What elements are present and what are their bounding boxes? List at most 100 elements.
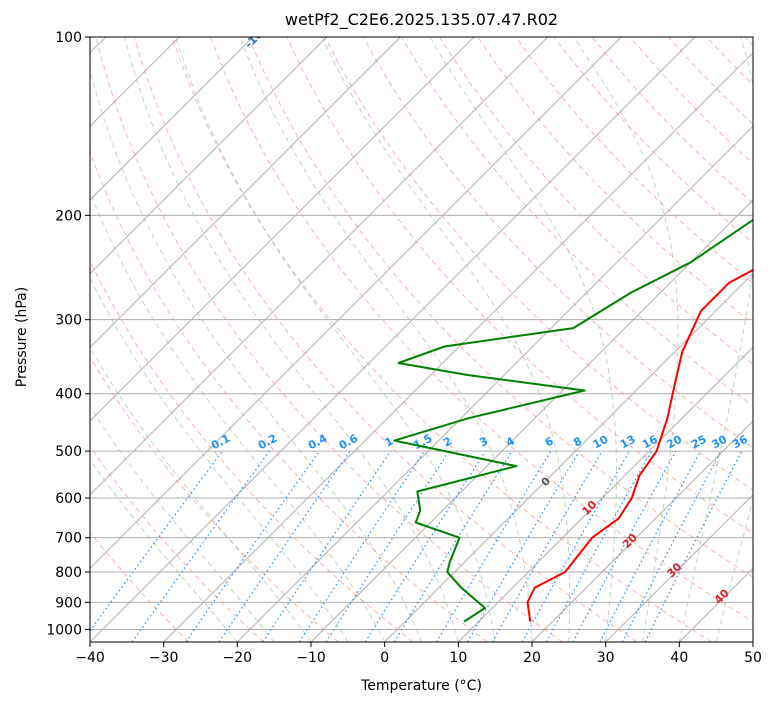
dry-adiabat-line: [591, 37, 753, 204]
mixing-ratio-label: 36: [730, 433, 750, 452]
temperature-profile: [526, 268, 753, 622]
y-tick-label: 100: [55, 30, 82, 46]
y-tick-label: 200: [55, 208, 82, 224]
mixing-ratio-label: 20: [664, 433, 684, 452]
dry-adiabat-line: [248, 37, 753, 578]
dry-adiabat-line: [438, 37, 753, 366]
dry-adiabat-line: [90, 356, 339, 642]
mixing-ratio-line: [466, 450, 580, 642]
line-labels: 0.10.20.40.611.52346810131620253036-100-…: [209, 22, 750, 607]
moist-adiabat-line: [573, 37, 679, 642]
dry-adiabat-line: [90, 531, 190, 642]
y-tick-label: 1000: [46, 622, 82, 638]
dry-adiabat-line: [171, 37, 712, 642]
mixing-ratio-label: 3: [477, 434, 490, 449]
x-tick-label: 10: [449, 650, 467, 666]
x-tick-label: 0: [380, 650, 389, 666]
dry-adiabat-line: [95, 37, 563, 642]
plot-frame: [89, 36, 754, 643]
moist-adiabat-line: [90, 346, 312, 642]
x-axis-label: Temperature (°C): [361, 678, 482, 694]
x-tick-label: 20: [523, 650, 541, 666]
moist-adiabat-line: [90, 277, 349, 642]
isotherm-line: [90, 37, 254, 201]
moist-adiabat-line: [175, 37, 496, 642]
isotherm-line: [752, 641, 753, 642]
x-tick-label: 50: [744, 650, 762, 666]
isotherm-line: [90, 37, 622, 570]
mixing-ratio-label: 25: [689, 433, 709, 452]
mixing-ratio-label: 16: [640, 433, 660, 452]
y-tick-label: 500: [55, 444, 82, 460]
moist-adiabat-line: [90, 190, 386, 642]
mixing-ratio-line: [364, 450, 486, 642]
isotherm-label: 30: [664, 560, 684, 580]
isotherm-line: [678, 567, 753, 642]
moist-adiabat-line: [90, 405, 275, 642]
mixing-ratio-label: 1: [383, 434, 396, 449]
isotherm-line: [163, 51, 753, 642]
mixing-ratio-line: [131, 450, 270, 642]
mixing-ratio-label: 30: [710, 433, 730, 452]
dry-adiabat-line: [744, 37, 753, 47]
moist-adiabat-line: [90, 458, 238, 642]
x-tick-label: −10: [296, 650, 326, 666]
dry-adiabat-line: [706, 37, 753, 86]
dry-adiabat-line: [210, 37, 753, 623]
isotherm-line: [605, 493, 753, 642]
profile-series: [393, 218, 753, 623]
dry-adiabat-line: [668, 37, 753, 125]
moist-adiabat-line: [429, 37, 617, 642]
dry-adiabat-line: [90, 445, 264, 642]
x-tick-label: −20: [223, 650, 253, 666]
moist-adiabat-line: [678, 37, 753, 642]
isotherm-line: [90, 37, 696, 642]
x-tick-label: 40: [670, 650, 688, 666]
y-tick-label: 400: [55, 387, 82, 403]
mixing-ratio-line: [218, 450, 351, 642]
x-tick-label: −40: [75, 650, 105, 666]
isotherm-line: [90, 37, 475, 422]
mixing-ratio-line: [262, 450, 392, 642]
mixing-ratio-line: [185, 450, 320, 642]
dry-adiabat-line: [90, 259, 414, 642]
dry-adiabat-line: [400, 37, 753, 407]
isotherm-label: 20: [620, 531, 640, 551]
x-tick-label: 30: [597, 650, 615, 666]
mixing-ratio-line: [393, 450, 513, 642]
moist-adiabat-line: [90, 67, 422, 642]
isotherm-line: [90, 37, 549, 496]
mixing-ratio-line: [599, 450, 702, 642]
dry-adiabat-line: [286, 37, 753, 534]
isotherm-line: [457, 346, 753, 642]
y-tick-label: 700: [55, 531, 82, 547]
mixing-ratio-label: 13: [618, 433, 638, 452]
axis-ticks: −40 −30 −20 −10 0 10 20 30 40 50 100 200 300 400 500 60…: [46, 30, 762, 666]
mixing-ratio-line: [90, 450, 223, 632]
moist-adiabat-line: [124, 37, 459, 642]
isotherm-line: [90, 37, 328, 275]
mixing-ratio-line: [435, 450, 552, 642]
mixing-ratio-label: 10: [591, 433, 611, 452]
moist-adiabat-line: [715, 498, 753, 642]
y-tick-label: 600: [55, 491, 82, 507]
dry-adiabat-line: [515, 37, 753, 284]
isotherm-label: -100: [242, 22, 271, 51]
mixing-ratio-line: [325, 450, 450, 642]
x-tick-label: −30: [149, 650, 179, 666]
mixing-ratio-label: 8: [571, 434, 584, 449]
dewpoint-profile: [393, 218, 753, 623]
background-lines: [90, 37, 753, 642]
moist-adiabat-line: [239, 37, 533, 642]
isotherm-line: [384, 272, 753, 642]
mixing-ratio-label: 0.4: [306, 432, 330, 453]
isotherm-line: [531, 420, 753, 642]
y-tick-label: 300: [55, 313, 82, 329]
mixing-ratio-line: [298, 450, 425, 642]
chart-title: wetPf2_C2E6.2025.135.07.47.R02: [284, 10, 559, 29]
moist-adiabat-line: [321, 37, 571, 642]
isotherm-line: [236, 125, 753, 642]
mixing-ratio-label: 0.1: [209, 432, 232, 453]
y-tick-label: 900: [55, 595, 82, 611]
